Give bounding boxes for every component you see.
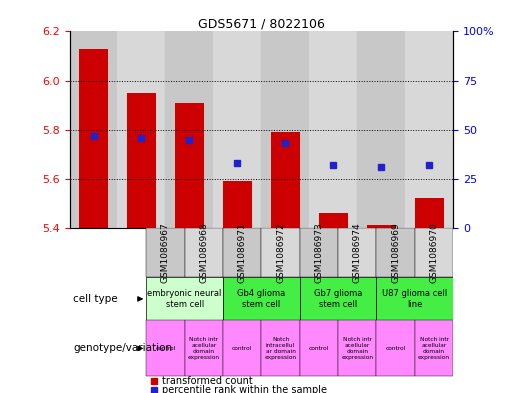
Text: U87 glioma cell
line: U87 glioma cell line [382, 289, 448, 309]
Text: Gb7 glioma
stem cell: Gb7 glioma stem cell [314, 289, 362, 309]
Bar [376, 320, 415, 376]
Bar [223, 181, 252, 228]
Bar [300, 228, 338, 277]
Text: GSM1086974: GSM1086974 [353, 222, 362, 283]
Bar [300, 277, 376, 320]
Bar [271, 132, 300, 228]
Text: genotype/variation: genotype/variation [73, 343, 173, 353]
Bar [117, 31, 165, 228]
Bar [405, 31, 453, 228]
Bar [146, 277, 223, 320]
Text: Notch intr
acellular
domain
expression: Notch intr acellular domain expression [188, 337, 220, 360]
Text: GSM1086973: GSM1086973 [315, 222, 323, 283]
Text: transformed count: transformed count [162, 376, 252, 386]
Bar [338, 228, 376, 277]
Bar [146, 320, 184, 376]
Bar [223, 277, 300, 320]
Text: control: control [309, 346, 329, 351]
Bar [310, 31, 357, 228]
Text: GSM1086972: GSM1086972 [276, 222, 285, 283]
Text: GSM1086968: GSM1086968 [199, 222, 208, 283]
Bar [261, 320, 300, 376]
Text: Notch intr
acellular
domain
expression: Notch intr acellular domain expression [418, 337, 450, 360]
Text: GSM1086969: GSM1086969 [391, 222, 400, 283]
Bar [184, 320, 223, 376]
Bar [184, 228, 223, 277]
Bar [213, 31, 261, 228]
Text: control: control [156, 346, 176, 351]
Bar [367, 226, 396, 228]
Bar [338, 320, 376, 376]
Text: GSM1086970: GSM1086970 [430, 222, 438, 283]
Bar [165, 31, 213, 228]
Bar [376, 228, 415, 277]
Bar [70, 31, 117, 228]
Bar [223, 228, 261, 277]
Bar [357, 31, 405, 228]
Text: Notch
intracellul
ar domain
expression: Notch intracellul ar domain expression [265, 337, 297, 360]
Text: Gb4 glioma
stem cell: Gb4 glioma stem cell [237, 289, 285, 309]
Bar [175, 103, 204, 228]
Text: Notch intr
acellular
domain
expression: Notch intr acellular domain expression [341, 337, 373, 360]
Bar [415, 198, 443, 228]
Bar [261, 31, 310, 228]
Bar [79, 49, 108, 228]
Text: GSM1086967: GSM1086967 [161, 222, 170, 283]
Bar [223, 320, 261, 376]
Text: GSM1086971: GSM1086971 [238, 222, 247, 283]
Bar [300, 320, 338, 376]
Text: control: control [386, 346, 406, 351]
Text: control: control [232, 346, 252, 351]
Text: percentile rank within the sample: percentile rank within the sample [162, 385, 327, 393]
Title: GDS5671 / 8022106: GDS5671 / 8022106 [198, 17, 325, 30]
Bar [319, 213, 348, 228]
Bar [376, 277, 453, 320]
Bar [127, 93, 156, 228]
Bar [146, 228, 184, 277]
Text: cell type: cell type [73, 294, 118, 304]
Text: embryonic neural
stem cell: embryonic neural stem cell [147, 289, 222, 309]
Bar [261, 228, 300, 277]
Bar [415, 228, 453, 277]
Bar [415, 320, 453, 376]
